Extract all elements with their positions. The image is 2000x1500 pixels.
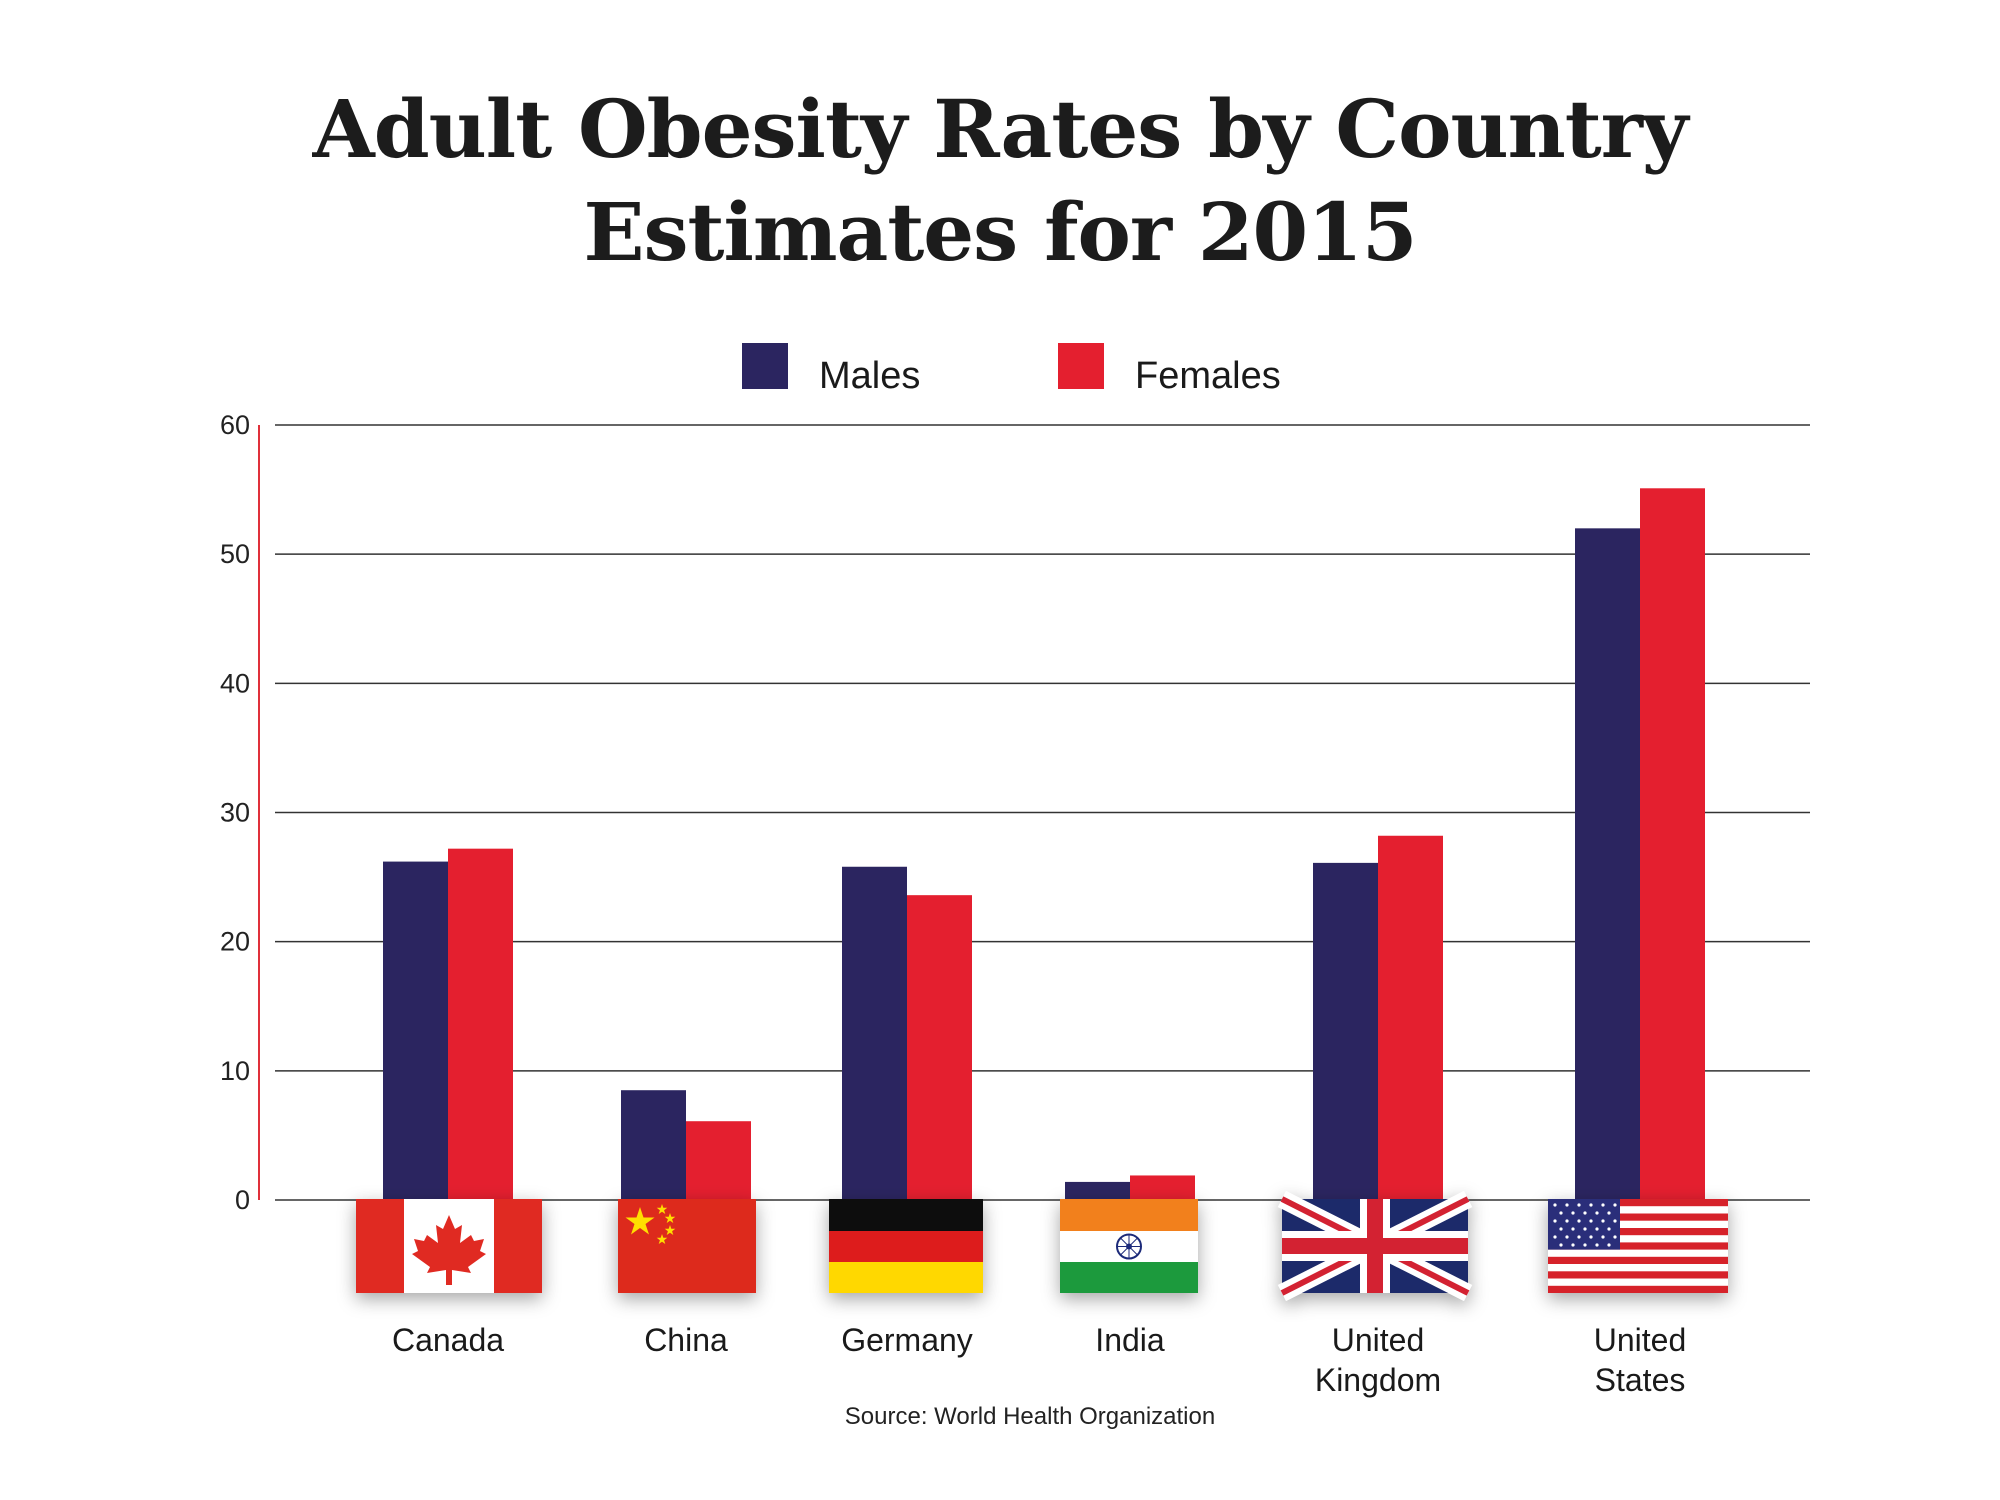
y-tick-label: 30 [220,798,250,828]
y-tick-label: 50 [220,539,250,569]
x-category-label: China [644,1322,728,1358]
legend-label-males: Males [819,355,920,397]
x-category-label: United [1594,1322,1687,1358]
uk-flag-icon [1277,1190,1473,1302]
bar-males-united-kingdom [1313,862,1378,1200]
y-tick-label: 10 [220,1056,250,1086]
legend-label-females: Females [1135,355,1281,397]
bar-females-united-states [1640,488,1705,1201]
bar-females-canada [448,848,513,1200]
india-flag-icon [1060,1199,1198,1293]
bar-females-china [686,1121,751,1200]
source-note: Source: World Health Organization [844,1403,1216,1430]
chart-title: Adult Obesity Rates by Country [312,82,1689,176]
bar-males-germany [842,866,907,1200]
bar-males-united-states [1575,528,1640,1200]
legend-swatch-males [742,343,788,389]
x-category-label: United [1332,1322,1425,1358]
x-category-label: Kingdom [1315,1362,1441,1398]
y-tick-label: 60 [220,410,250,440]
chart-subtitle: Estimates for 2015 [583,185,1417,279]
legend: Males Females [742,343,1281,397]
germany-flag-icon [829,1199,983,1293]
bar-males-china [621,1090,686,1200]
x-category-label: Canada [392,1322,504,1358]
canada-flag-icon [356,1199,542,1293]
china-flag-icon [618,1199,756,1293]
x-category-label: India [1095,1322,1165,1358]
bar-females-india [1130,1175,1195,1200]
y-tick-label: 20 [220,927,250,957]
x-category-label: States [1595,1362,1686,1398]
bar-females-united-kingdom [1378,835,1443,1200]
bar-females-germany [907,895,972,1200]
flag-row [356,1190,1728,1302]
x-category-label: Germany [841,1322,973,1358]
legend-swatch-females [1058,343,1104,389]
bar-males-india [1065,1181,1130,1200]
us-flag-icon [1548,1199,1728,1293]
y-tick-label: 0 [235,1185,250,1215]
bar-males-canada [383,861,448,1200]
y-tick-label: 40 [220,668,250,698]
